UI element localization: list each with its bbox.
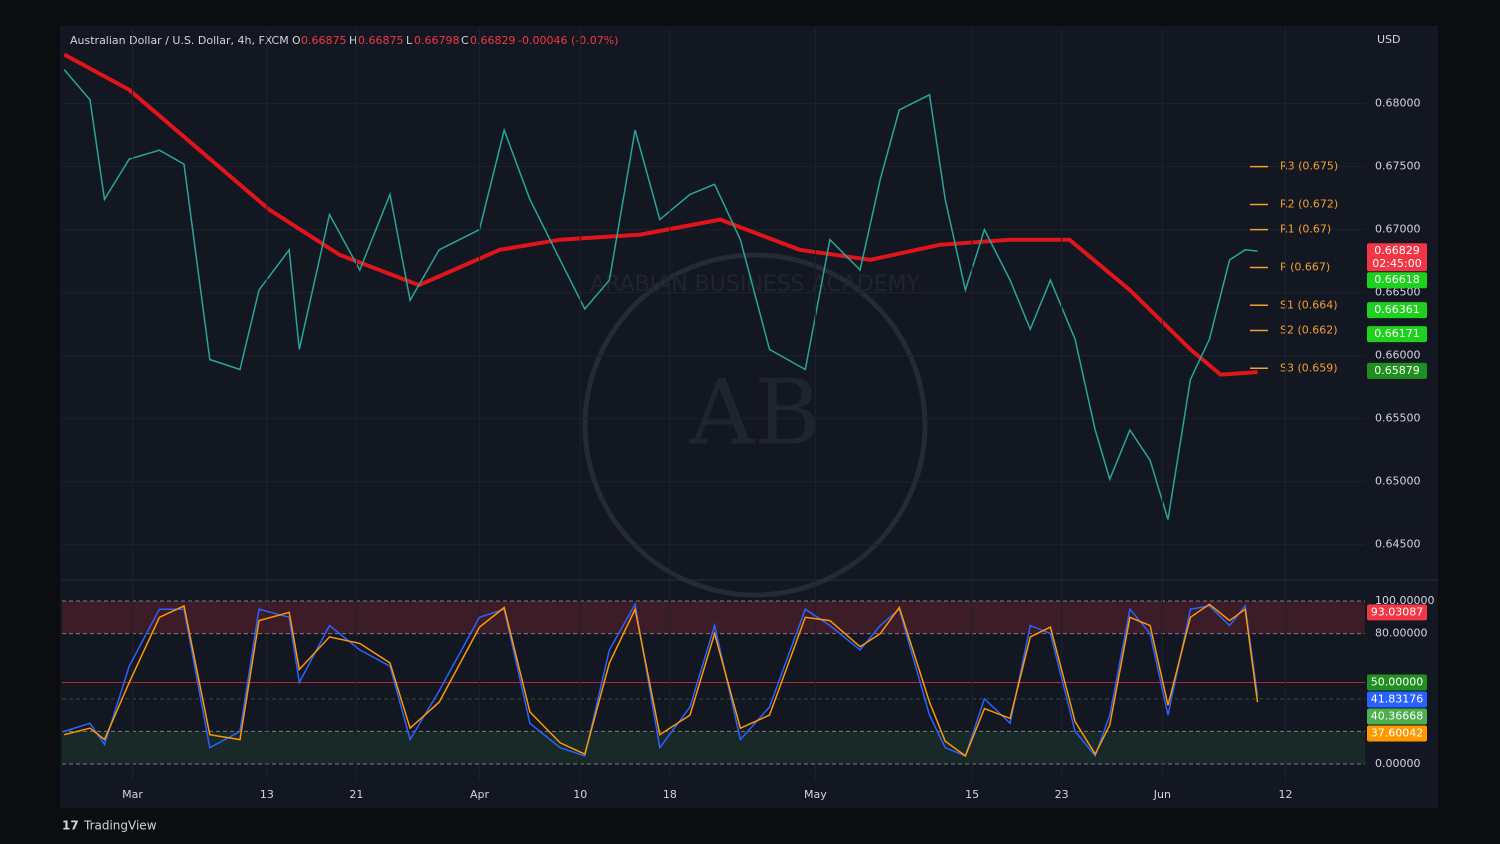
brand: TradingView <box>83 819 157 833</box>
oversold-zone <box>62 731 1365 765</box>
price-badge <box>1367 725 1427 742</box>
y-tick-label: 0.00000 <box>1375 757 1421 770</box>
x-tick-label: Apr <box>470 788 490 801</box>
high-label: H <box>349 34 357 47</box>
moving-average <box>63 52 1258 377</box>
pivot-label: P (0.667) <box>1280 260 1330 273</box>
stochastic-line <box>63 602 1259 758</box>
x-tick-label: 23 <box>1055 788 1069 801</box>
x-tick-label: 15 <box>965 788 979 801</box>
badge-label: 0.66618 <box>1374 273 1420 286</box>
y-tick-label: 0.67500 <box>1375 160 1421 173</box>
x-tick-label: 13 <box>260 788 274 801</box>
close: 0.66829 <box>470 34 516 47</box>
price-badge <box>1367 326 1427 343</box>
countdown: 02:45:00 <box>1372 257 1421 270</box>
y-tick-label: 0.68000 <box>1375 97 1421 110</box>
low-label: L <box>406 34 413 47</box>
x-tick-label: Jun <box>1153 788 1171 801</box>
x-tick-label: 10 <box>573 788 587 801</box>
y-tick-label: 0.66000 <box>1375 349 1421 362</box>
price-badge <box>1367 362 1427 379</box>
price-badge <box>1367 272 1427 289</box>
badge-label: 37.60042 <box>1371 727 1424 740</box>
stochastic-line <box>64 603 1259 758</box>
x-tick-label: May <box>804 788 827 801</box>
badge-label: 50.00000 <box>1371 676 1424 689</box>
badge-label: 0.66171 <box>1374 327 1420 340</box>
badge-label: 0.66829 <box>1374 244 1420 257</box>
currency: USD <box>1377 33 1401 46</box>
badge-label: 41.83176 <box>1371 693 1424 706</box>
y-tick-label: 0.65000 <box>1375 475 1421 488</box>
y-tick-label: 0.66500 <box>1375 286 1421 299</box>
badge-label: 0.66361 <box>1374 303 1420 316</box>
high: 0.66875 <box>358 34 404 47</box>
price-line <box>63 69 1258 520</box>
change: -0.00046 (-0.07%) <box>518 34 618 47</box>
price-badge <box>1367 691 1427 708</box>
pivot-label: S1 (0.664) <box>1280 298 1338 311</box>
low: 0.66798 <box>414 34 460 47</box>
close-label: C <box>461 34 469 47</box>
price-badge <box>1367 243 1427 272</box>
price-badge <box>1367 604 1427 621</box>
y-tick-label: 0.65500 <box>1375 412 1421 425</box>
y-tick-label: 0.67000 <box>1375 223 1421 236</box>
y-tick-label: 0.64500 <box>1375 538 1421 551</box>
price-badge <box>1367 674 1427 691</box>
panel <box>60 26 1438 808</box>
watermark-ring <box>582 252 928 598</box>
pivot-label: R1 (0.67) <box>1280 223 1331 236</box>
pivot-label: S3 (0.659) <box>1280 361 1338 374</box>
badge-label: 40.36668 <box>1371 710 1424 723</box>
x-tick-label: 18 <box>663 788 677 801</box>
y-tick-label: 80.00000 <box>1375 627 1428 640</box>
open: 0.66875 <box>301 34 347 47</box>
x-tick-label: Mar <box>122 788 143 801</box>
symbol: Australian Dollar / U.S. Dollar, 4h, FXC… <box>70 34 289 47</box>
badge-label: 93.03087 <box>1371 605 1424 618</box>
pivot-label: R2 (0.672) <box>1280 197 1338 210</box>
price-badge <box>1367 302 1427 319</box>
watermark-logo: AB <box>688 360 820 465</box>
open-label: O <box>292 34 301 47</box>
price-badge <box>1367 708 1427 725</box>
brand-logo: 17 <box>62 819 79 833</box>
pivot-label: S2 (0.662) <box>1280 323 1338 336</box>
y-tick-label: 100.00000 <box>1375 594 1435 607</box>
x-tick-label: 21 <box>349 788 363 801</box>
badge-label: 0.65879 <box>1374 364 1420 377</box>
pivot-label: R3 (0.675) <box>1280 160 1338 173</box>
x-tick-label: 12 <box>1279 788 1293 801</box>
